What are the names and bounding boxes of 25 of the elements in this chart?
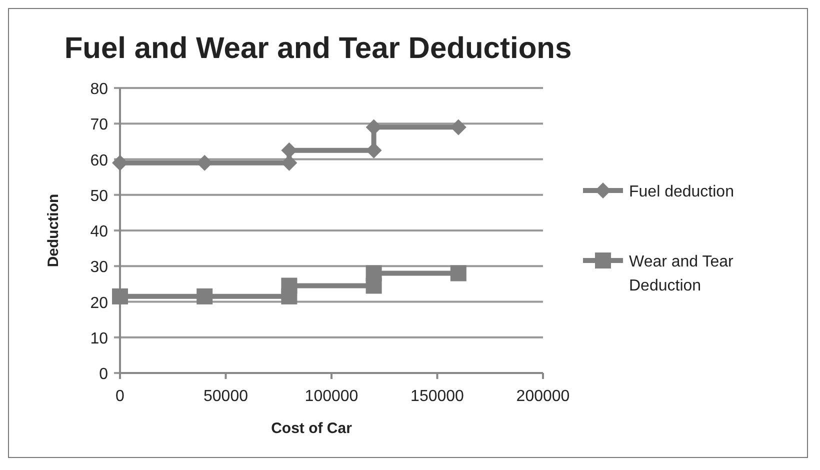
- point: [196, 288, 213, 304]
- x-tick-label: 0: [116, 388, 125, 405]
- y-tick-label: 70: [90, 116, 108, 134]
- y-tick-label: 40: [90, 224, 108, 240]
- y-tick-label: 50: [90, 188, 108, 205]
- y-tick-label: 30: [90, 259, 108, 276]
- y-tick-label: 0: [99, 366, 108, 383]
- y-tick-label: 60: [90, 152, 108, 170]
- point: [112, 154, 128, 171]
- chart-title: Fuel and Wear and Tear Deductions: [64, 32, 572, 65]
- y-tick-label: 80: [90, 81, 108, 98]
- y-tick-label: 10: [90, 330, 108, 348]
- point: [281, 278, 298, 294]
- x-tick-label: 50000: [204, 388, 248, 405]
- legend-label: Fuel deduction: [629, 184, 734, 200]
- x-tick-label: 150000: [410, 388, 464, 405]
- point: [112, 288, 128, 304]
- point: [450, 265, 466, 282]
- x-axis-title: Cost of Car: [271, 420, 352, 437]
- point: [366, 265, 382, 282]
- y-axis-title: Deduction: [45, 194, 62, 268]
- y-tick-label: 20: [90, 294, 108, 312]
- x-tick-label: 200000: [516, 388, 570, 405]
- legend-label: Wear and Tear Deduction: [629, 254, 734, 294]
- x-tick-label: 100000: [304, 388, 358, 405]
